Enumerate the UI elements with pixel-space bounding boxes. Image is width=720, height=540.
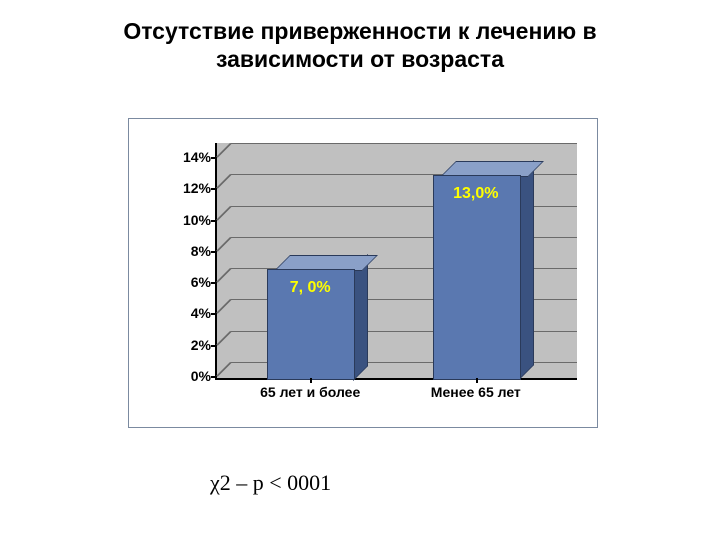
y-axis-tick: [211, 282, 217, 284]
chart-title: Отсутствие приверженности к лечению в за…: [0, 18, 720, 73]
title-line-1: Отсутствие приверженности к лечению в: [123, 18, 596, 44]
grid-diagonal: [217, 282, 237, 302]
x-axis-tick: [476, 378, 478, 383]
grid-diagonal: [217, 345, 237, 365]
chi-square-footnote: χ2 – p < 0001: [210, 470, 331, 496]
y-axis-tick: [211, 188, 217, 190]
y-axis-tick-label: 2%: [191, 337, 211, 353]
grid-diagonal: [217, 157, 237, 177]
bar-side-face: [519, 160, 534, 380]
y-axis-tick-label: 8%: [191, 243, 211, 259]
plot-area: 0%2%4%6%8%10%12%14%7, 0%65 лет и более13…: [215, 143, 577, 380]
y-axis-tick: [211, 376, 217, 378]
bar-side-face: [353, 254, 368, 381]
y-axis-tick-label: 6%: [191, 274, 211, 290]
bar-data-label: 7, 0%: [290, 279, 331, 297]
bar: 13,0%: [433, 175, 519, 378]
y-axis-tick-label: 0%: [191, 368, 211, 384]
y-axis-tick: [211, 251, 217, 253]
footnote-text: χ2 – p < 0001: [210, 470, 331, 495]
y-axis-tick: [211, 220, 217, 222]
bar: 7, 0%: [267, 269, 353, 379]
x-axis-category-label: Менее 65 лет: [431, 384, 521, 400]
bar-front-face: [433, 175, 521, 380]
y-axis-tick-label: 10%: [183, 212, 211, 228]
y-axis-tick-label: 12%: [183, 180, 211, 196]
bar-data-label: 13,0%: [453, 185, 498, 203]
x-axis-tick: [310, 378, 312, 383]
grid-diagonal: [217, 313, 237, 333]
y-axis-tick: [211, 157, 217, 159]
chart-frame: 0% 2% 4% 6% 8% 10% 12% 14% 7, 0% 65 лет и более 13…: [128, 118, 598, 428]
y-axis-tick-label: 4%: [191, 305, 211, 321]
title-line-2: зависимости от возраста: [216, 46, 504, 72]
grid-diagonal: [217, 251, 237, 271]
slide: { "title": { "line1": "Отсутствие привер…: [0, 0, 720, 540]
y-axis-tick: [211, 345, 217, 347]
y-axis-tick-label: 14%: [183, 149, 211, 165]
grid-diagonal: [217, 220, 237, 240]
x-axis-category-label: 65 лет и более: [260, 384, 360, 400]
grid-diagonal: [217, 188, 237, 208]
grid-line: [231, 143, 577, 144]
y-axis-tick: [211, 313, 217, 315]
grid-diagonal: [217, 376, 237, 396]
